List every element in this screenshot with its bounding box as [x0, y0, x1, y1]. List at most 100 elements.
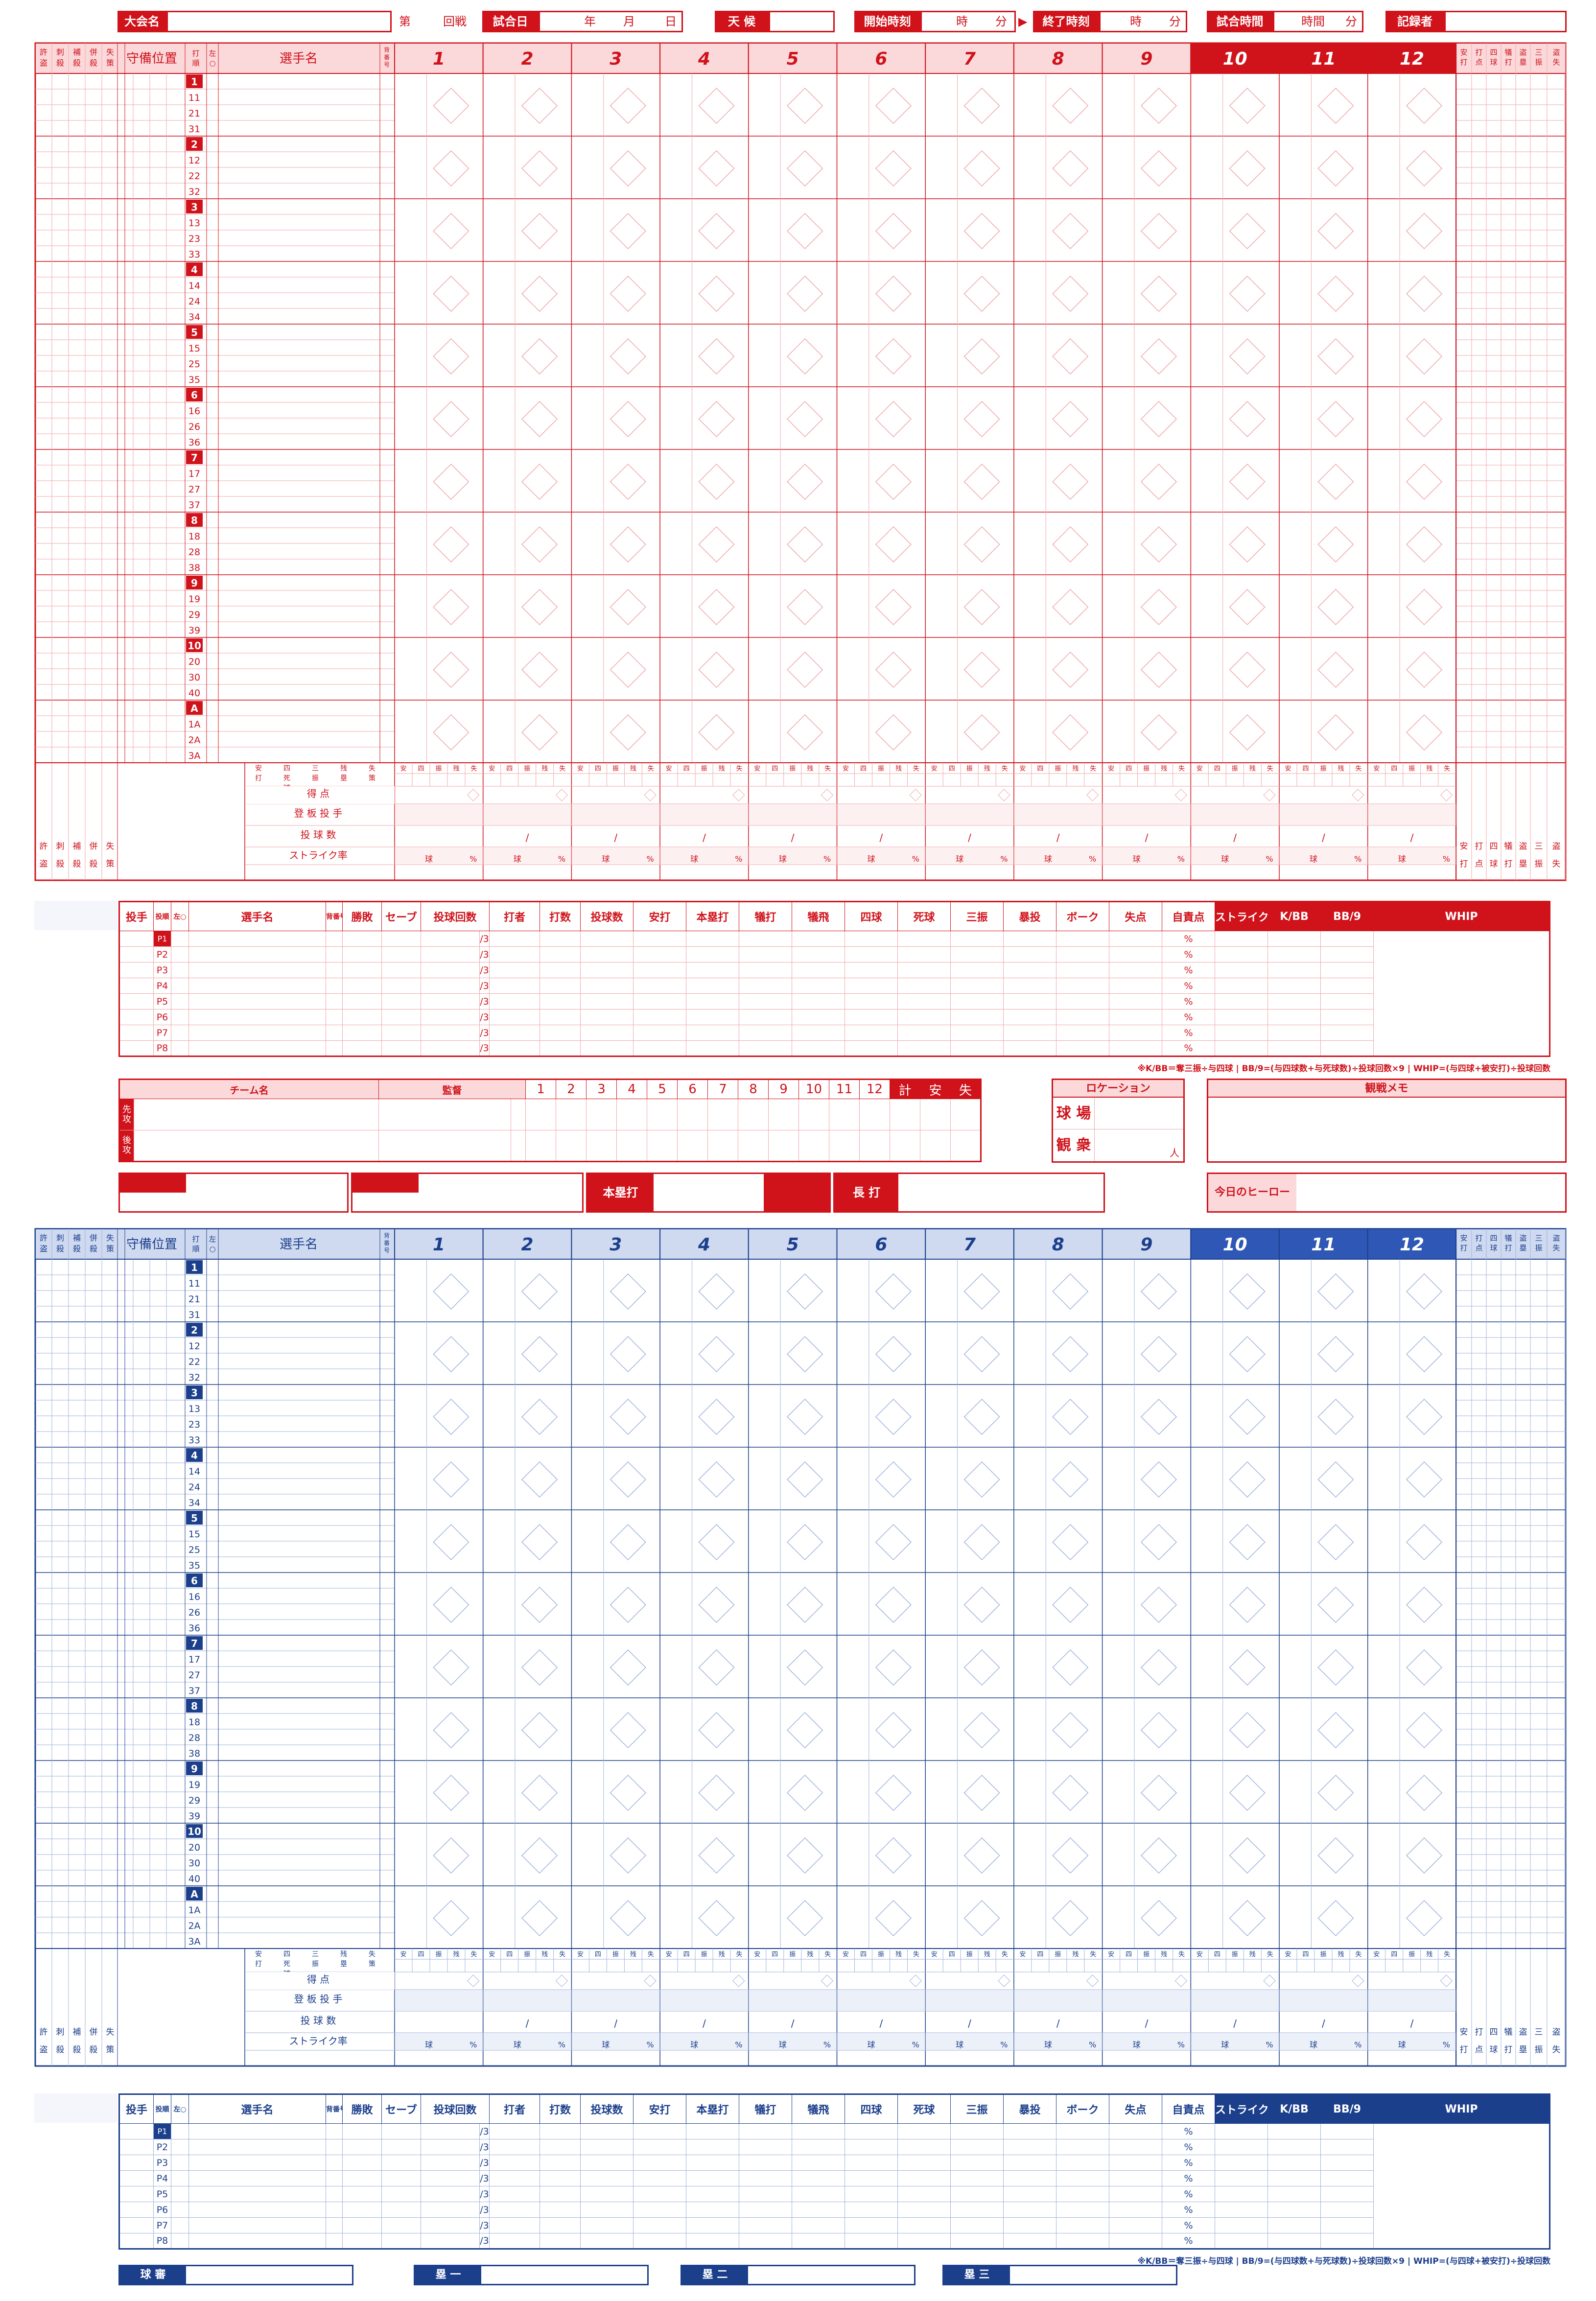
duration-field[interactable]: 時間 分 — [1273, 11, 1363, 32]
memo-box[interactable]: 観戦メモ — [1207, 1079, 1567, 1163]
batting-order: 9 — [191, 577, 198, 589]
left-stat-header: 刺 — [56, 47, 64, 57]
umpire-field[interactable]: 塁 三 — [942, 2265, 1177, 2285]
sub-order: 20 — [188, 657, 200, 667]
svg-text:球: 球 — [1133, 2040, 1141, 2049]
base-diamond — [1052, 150, 1089, 187]
crowd-field[interactable]: 人 — [1095, 1129, 1183, 1161]
svg-text:%: % — [1443, 854, 1450, 864]
sub-order: 32 — [188, 187, 200, 197]
svg-text:策: 策 — [106, 859, 115, 869]
svg-text:球: 球 — [1490, 2045, 1498, 2055]
stadium-field[interactable] — [1095, 1098, 1183, 1129]
weather-field[interactable] — [769, 11, 835, 32]
base-diamond — [875, 150, 912, 187]
svg-text:振: 振 — [878, 765, 884, 773]
sub-order: 3A — [188, 1936, 200, 1947]
strike-rate: % — [1162, 1040, 1216, 1057]
innings-pitched: /3 — [479, 1025, 490, 1041]
base-diamond — [610, 714, 646, 751]
base-diamond — [1140, 651, 1177, 688]
sub-order: 3A — [188, 751, 200, 761]
svg-text:振: 振 — [1320, 765, 1326, 773]
svg-text:安: 安 — [489, 765, 495, 773]
long-hit-box[interactable]: 長 打 — [833, 1173, 1105, 1213]
base-diamond — [521, 463, 558, 500]
svg-text:失: 失 — [470, 1951, 477, 1958]
svg-text:/: / — [968, 2018, 971, 2029]
pitch-header: WHIP — [1373, 901, 1550, 931]
base-diamond — [875, 1461, 912, 1498]
base-diamond — [1317, 588, 1354, 626]
recorder-field[interactable] — [1444, 11, 1567, 32]
svg-text:球: 球 — [956, 854, 963, 864]
duration-label: 試合時間 — [1207, 11, 1273, 32]
base-diamond — [698, 651, 735, 688]
base-diamond — [433, 87, 469, 124]
svg-text:残: 残 — [807, 1951, 813, 1958]
svg-text:球: 球 — [602, 854, 610, 864]
record-cell-1[interactable] — [118, 1173, 349, 1213]
umpire-field[interactable]: 塁 一 — [414, 2265, 649, 2285]
homerun-label: 本塁打 — [587, 1174, 654, 1211]
svg-text:%: % — [1443, 2040, 1450, 2049]
base-diamond — [1406, 212, 1443, 250]
svg-text:殺: 殺 — [56, 1244, 64, 1253]
hour-unit: 時 — [956, 15, 968, 28]
svg-text:球: 球 — [867, 2040, 875, 2049]
svg-text:盗: 盗 — [40, 58, 47, 68]
umpire-field[interactable]: 球 審 — [118, 2265, 353, 2285]
svg-text:打: 打 — [1504, 1244, 1512, 1252]
date-field[interactable]: 年 月 日 — [539, 11, 683, 32]
base-diamond — [1140, 714, 1177, 751]
base-diamond — [787, 588, 823, 626]
base-diamond — [1052, 1774, 1089, 1811]
left-stat-header: 刺 — [56, 1233, 64, 1243]
base-diamond — [521, 651, 558, 688]
svg-text:失: 失 — [736, 1951, 743, 1958]
svg-text:盗: 盗 — [1552, 2027, 1561, 2037]
umpire-field[interactable]: 塁 二 — [681, 2265, 915, 2285]
svg-text:打: 打 — [1504, 2045, 1513, 2055]
svg-text:殺: 殺 — [73, 2045, 81, 2055]
score-inning-header: 8 — [738, 1079, 769, 1099]
base-diamond — [433, 1649, 469, 1686]
svg-text:失: 失 — [1267, 1951, 1273, 1958]
base-diamond — [875, 1273, 912, 1310]
base-diamond — [1229, 212, 1266, 250]
svg-text:補: 補 — [73, 2027, 81, 2037]
start-time-field[interactable]: 時 分 — [920, 11, 1016, 32]
base-diamond — [875, 526, 912, 563]
svg-text:振: 振 — [312, 775, 319, 782]
base-diamond — [698, 1273, 735, 1310]
crowd-label: 観 衆 — [1053, 1129, 1095, 1161]
hero-box[interactable]: 今日のヒーロー — [1207, 1173, 1567, 1213]
svg-text:四: 四 — [772, 1951, 778, 1958]
svg-text:策: 策 — [369, 774, 376, 782]
svg-text:振: 振 — [1408, 765, 1415, 773]
umpire-label: 塁 二 — [682, 2266, 748, 2284]
record-cell-2[interactable] — [351, 1173, 584, 1213]
homerun-box[interactable]: 本塁打 — [586, 1173, 831, 1213]
strike-rate: % — [1162, 2155, 1216, 2171]
end-time-field[interactable]: 時 分 — [1099, 11, 1187, 32]
svg-text:残: 残 — [453, 1951, 459, 1958]
svg-text:振: 振 — [1320, 1951, 1326, 1958]
score-inning-header: 安 — [920, 1079, 951, 1099]
svg-text:%: % — [646, 2040, 654, 2049]
base-diamond — [1406, 1524, 1443, 1561]
svg-text:殺: 殺 — [73, 1244, 81, 1253]
svg-text:四: 四 — [683, 1951, 690, 1958]
base-diamond — [1052, 338, 1089, 375]
svg-text:残: 残 — [1161, 1951, 1167, 1958]
tournament-field[interactable] — [166, 11, 392, 32]
svg-text:失: 失 — [913, 765, 919, 773]
strike-rate: % — [1162, 1025, 1216, 1041]
base-diamond — [1229, 1712, 1266, 1749]
svg-text:球: 球 — [1490, 859, 1498, 869]
svg-text:殺: 殺 — [56, 859, 65, 869]
sub-order: 19 — [188, 594, 200, 605]
svg-text:/: / — [1056, 832, 1060, 844]
